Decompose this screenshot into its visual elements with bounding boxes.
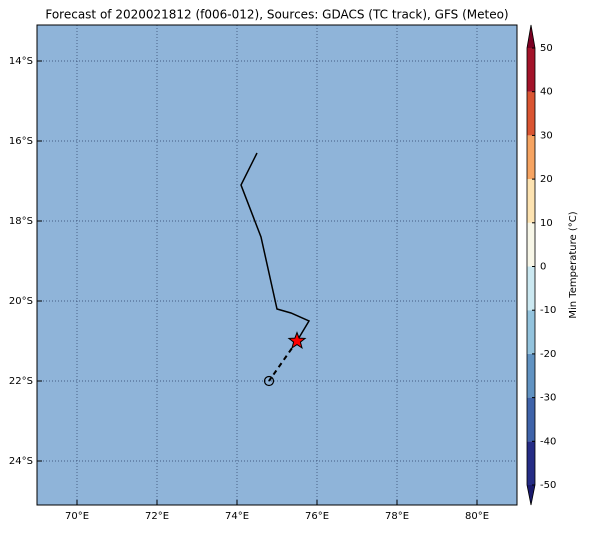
- colorbar-band: [527, 135, 535, 180]
- y-tick-label: 18°S: [9, 216, 33, 227]
- colorbar-extend-over: [527, 25, 535, 48]
- colorbar-extend-under: [527, 485, 535, 505]
- colorbar-tick-label: 40: [540, 87, 553, 98]
- ocean-field: [37, 25, 517, 505]
- colorbar-tick-label: 50: [540, 43, 553, 54]
- colorbar-band: [527, 353, 535, 398]
- colorbar-tick-label: -30: [540, 393, 556, 404]
- x-tick-label: 76°E: [305, 511, 329, 522]
- tc-track: [240, 152, 311, 342]
- forecast-position: [263, 375, 275, 387]
- tc-forecast-track: [268, 340, 298, 382]
- chart-title: Forecast of 2020021812 (f006-012), Sourc…: [45, 8, 508, 22]
- colorbar-band: [527, 222, 535, 267]
- colorbar-tick-label: 0: [540, 262, 546, 273]
- colorbar-band: [527, 179, 535, 223]
- x-tick-label: 70°E: [65, 511, 89, 522]
- colorbar-band: [527, 441, 535, 485]
- colorbar-tick-label: -50: [540, 480, 556, 491]
- colorbar-band: [527, 91, 535, 136]
- x-tick-label: 78°E: [385, 511, 409, 522]
- current-position: [287, 331, 307, 350]
- map-frame: [36, 24, 518, 506]
- colorbar-tick-label: 10: [540, 218, 553, 229]
- colorbar-tick-label: -10: [540, 305, 556, 316]
- x-tick-label: 72°E: [145, 511, 169, 522]
- x-tick-label: 74°E: [225, 511, 249, 522]
- colorbar-tick-label: 20: [540, 174, 553, 185]
- colorbar-band: [527, 310, 535, 354]
- y-tick-label: 20°S: [9, 296, 33, 307]
- y-tick-label: 22°S: [9, 376, 33, 387]
- colorbar-tick-label: -40: [540, 436, 556, 447]
- colorbar-tick-label: -20: [540, 349, 556, 360]
- y-tick-label: 16°S: [9, 136, 33, 147]
- colorbar-band: [527, 48, 535, 92]
- colorbar-band: [527, 397, 535, 442]
- colorbar-band: [527, 266, 535, 311]
- colorbar-tick-label: 30: [540, 130, 553, 141]
- y-tick-label: 24°S: [9, 456, 33, 467]
- y-tick-label: 14°S: [9, 56, 33, 67]
- colorbar-label: Min Temperature (°C): [568, 211, 579, 318]
- x-tick-label: 80°E: [465, 511, 489, 522]
